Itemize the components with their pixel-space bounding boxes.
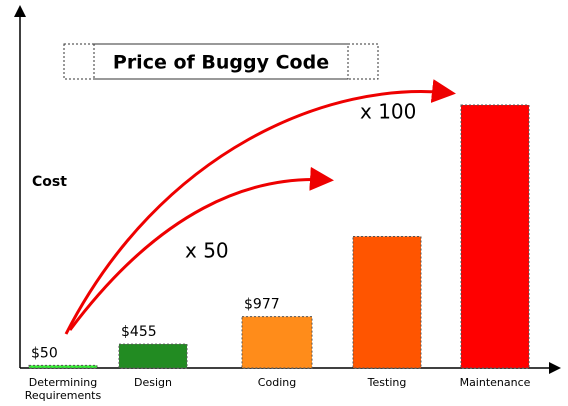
title-box-inner (93, 43, 349, 80)
y-label: Cost (32, 174, 67, 190)
arrow (64, 79, 456, 335)
bar (241, 316, 313, 369)
x-tick-label: Maintenance (459, 376, 531, 389)
x-tick-label: Coding (257, 376, 297, 389)
x-tick-label: Determining Requirements (24, 376, 102, 402)
annotation: x 50 (185, 239, 229, 263)
arrow (68, 166, 334, 331)
annotation: x 100 (360, 100, 416, 124)
bar (118, 343, 188, 369)
value-label: $50 (31, 345, 58, 361)
value-label: $977 (244, 297, 280, 313)
bar (460, 104, 530, 369)
value-label: $455 (121, 324, 157, 340)
x-tick-label: Design (134, 376, 172, 389)
bar (352, 236, 422, 369)
x-tick-label: Testing (367, 376, 407, 389)
bar (28, 364, 98, 369)
chart-title: Price of Buggy Code (113, 52, 329, 74)
